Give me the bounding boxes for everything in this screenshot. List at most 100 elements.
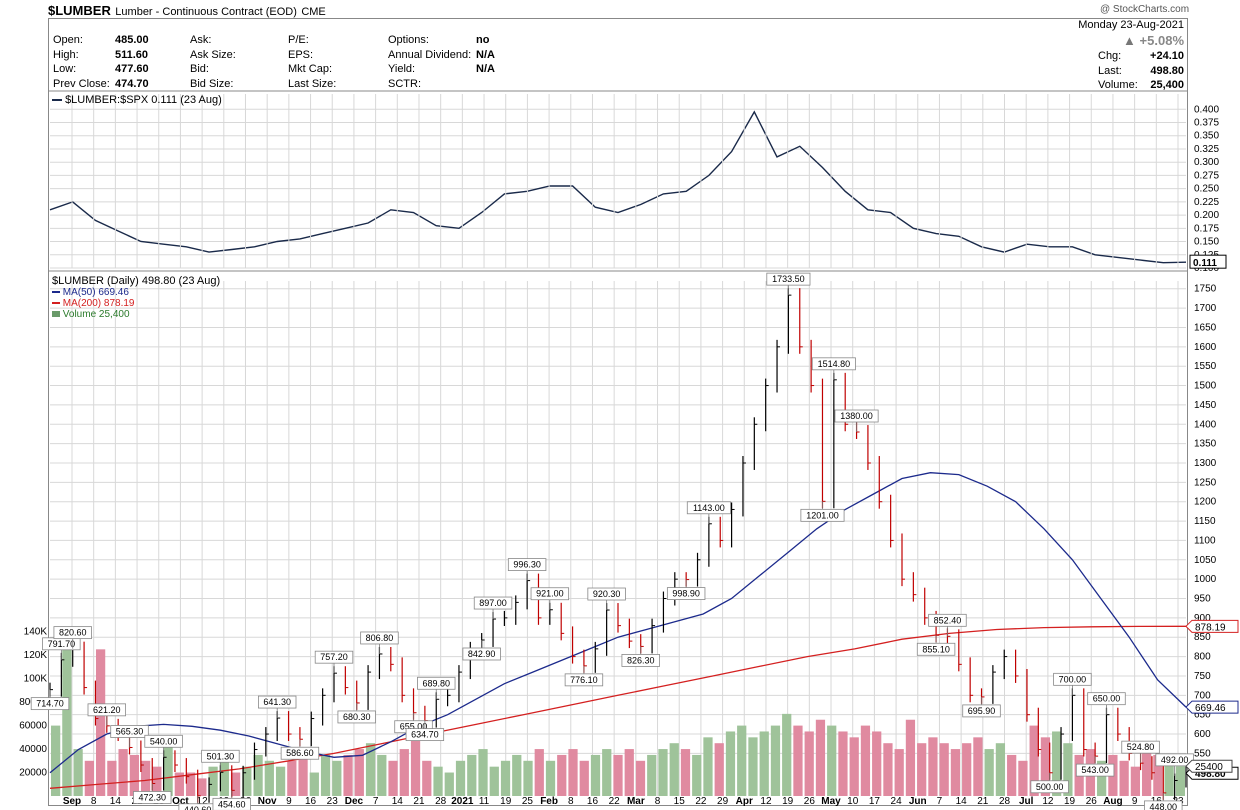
volume-bar (579, 760, 589, 796)
volume-bar (478, 749, 488, 796)
annotation-box (1121, 740, 1160, 754)
volume-bar (917, 743, 927, 796)
ma200-legend-label: MA(200) 878.19 (62, 298, 135, 309)
volume-bar (624, 749, 634, 796)
quote-col-3: P/E: EPS: Mkt Cap: Last Size: (288, 34, 378, 92)
volume-tick-label: 60000 (19, 721, 47, 732)
quote-row: Bid Size: (190, 78, 280, 93)
ratio-tick-label: 0.375 (1194, 118, 1219, 129)
quote-label: P/E: (288, 34, 309, 46)
annotation-label: 842.90 (468, 649, 496, 659)
annotation-label: 826.30 (627, 655, 655, 665)
volume-bar (759, 731, 769, 796)
quote-row: Bid: (190, 63, 280, 78)
x-tick-label: 8 (655, 796, 661, 807)
ratio-legend-swatch (52, 99, 62, 102)
price-tick-label: 1250 (1194, 477, 1217, 488)
volume-bar (568, 749, 578, 796)
x-tick-label: Jul (1019, 796, 1034, 807)
annotation-label: 650.00 (1093, 694, 1121, 704)
quote-value: no (476, 34, 490, 46)
volume-bar (905, 719, 916, 796)
ratio-series-line (49, 110, 1187, 264)
chart-frame (48, 18, 1188, 806)
volume-bar (230, 772, 241, 796)
volume-bar (365, 743, 376, 796)
quote-value: 511.60 (115, 48, 149, 61)
price-tick-label: 700 (1194, 690, 1211, 701)
volume-bar (354, 749, 364, 796)
price-tick-label: 950 (1194, 594, 1211, 605)
annotation-label: 695.90 (968, 706, 996, 716)
quote-label: EPS: (288, 48, 314, 61)
quote-label: Bid Size: (190, 77, 234, 90)
annotation-box (360, 631, 399, 645)
volume-bar (545, 760, 556, 796)
quote-row: Open: 485.00 (53, 34, 173, 49)
volume-bar (1007, 754, 1017, 796)
x-tick-label: 14 (956, 796, 968, 807)
volume-bar (793, 725, 803, 796)
annotation-label: 689.80 (422, 678, 450, 688)
volume-bar (343, 754, 353, 796)
x-tick-label: 8 (568, 796, 574, 807)
ma200-box (1185, 619, 1239, 633)
change-pct-value: +5.08% (1139, 33, 1184, 48)
quote-row: Ask Size: (190, 49, 280, 64)
quote-label: Annual Dividend: (388, 48, 472, 61)
price-tick-label: 550 (1194, 748, 1211, 759)
quote-col-2: Ask: Ask Size: Bid: Bid Size: (190, 34, 280, 92)
symbol: $LUMBER (48, 3, 111, 18)
volume-bar (534, 749, 544, 796)
x-tick-label: 22 (695, 796, 707, 807)
quote-value: 498.80 (1150, 64, 1184, 77)
quote-row: SCTR: (388, 78, 508, 93)
volume-bar (725, 731, 736, 796)
quote-date: Monday 23-Aug-2021 (1078, 19, 1184, 31)
quote-row: Last Size: (288, 78, 378, 93)
x-tick-label: Jun (909, 796, 927, 807)
volume-bar (1052, 731, 1062, 796)
x-tick-label: 9 (1132, 796, 1138, 807)
annotation-box (834, 409, 879, 423)
price-tick-label: 900 (1194, 613, 1211, 624)
price-legend-label: $LUMBER (Daily) 498.80 (23 Aug) (52, 275, 221, 287)
volume-bar (669, 743, 679, 796)
price-tick-label: 1550 (1194, 361, 1217, 372)
x-tick-label: 16 (305, 796, 317, 807)
volume-bar (163, 743, 173, 796)
volume-bar (174, 772, 184, 796)
quote-value: 477.60 (115, 63, 149, 75)
annotation-label: 448.00 (1150, 802, 1178, 810)
x-tick-label: 14 (110, 796, 122, 807)
quote-row: High: 511.60 (53, 49, 173, 64)
volume-bar (1153, 754, 1163, 796)
price-tick-label: 1500 (1194, 381, 1217, 392)
x-tick-label: 17 (869, 796, 881, 807)
x-tick-label: Mar (627, 796, 645, 807)
x-tick-label: Dec (345, 796, 364, 807)
volume-legend-swatch (52, 311, 60, 318)
quote-label: Chg: (1098, 50, 1122, 62)
quote-label: Yield: (388, 63, 416, 75)
volume-bar (1164, 760, 1174, 796)
volume-bar (737, 725, 747, 796)
annotation-box (110, 725, 149, 738)
annotation-label: 921.00 (536, 589, 564, 599)
volume-bar (264, 760, 274, 796)
volume-bar (500, 760, 511, 796)
annotation-label: 655.00 (400, 722, 428, 732)
volume-legend-label: Volume 25,400 (62, 309, 130, 320)
price-tick-label: 850 (1194, 632, 1211, 643)
ratio-current-label: 0.111 (1193, 258, 1217, 269)
annotation-label: 454.60 (218, 799, 246, 809)
annotation-box (87, 703, 126, 717)
volume-bar (422, 760, 432, 796)
volume-bar (208, 766, 218, 796)
ratio-tick-label: 0.200 (1194, 210, 1219, 221)
price-tick-label: 1700 (1194, 303, 1217, 314)
volume-bar (433, 766, 443, 796)
annotation-box (686, 501, 731, 515)
x-tick-label: 7 (937, 796, 943, 807)
